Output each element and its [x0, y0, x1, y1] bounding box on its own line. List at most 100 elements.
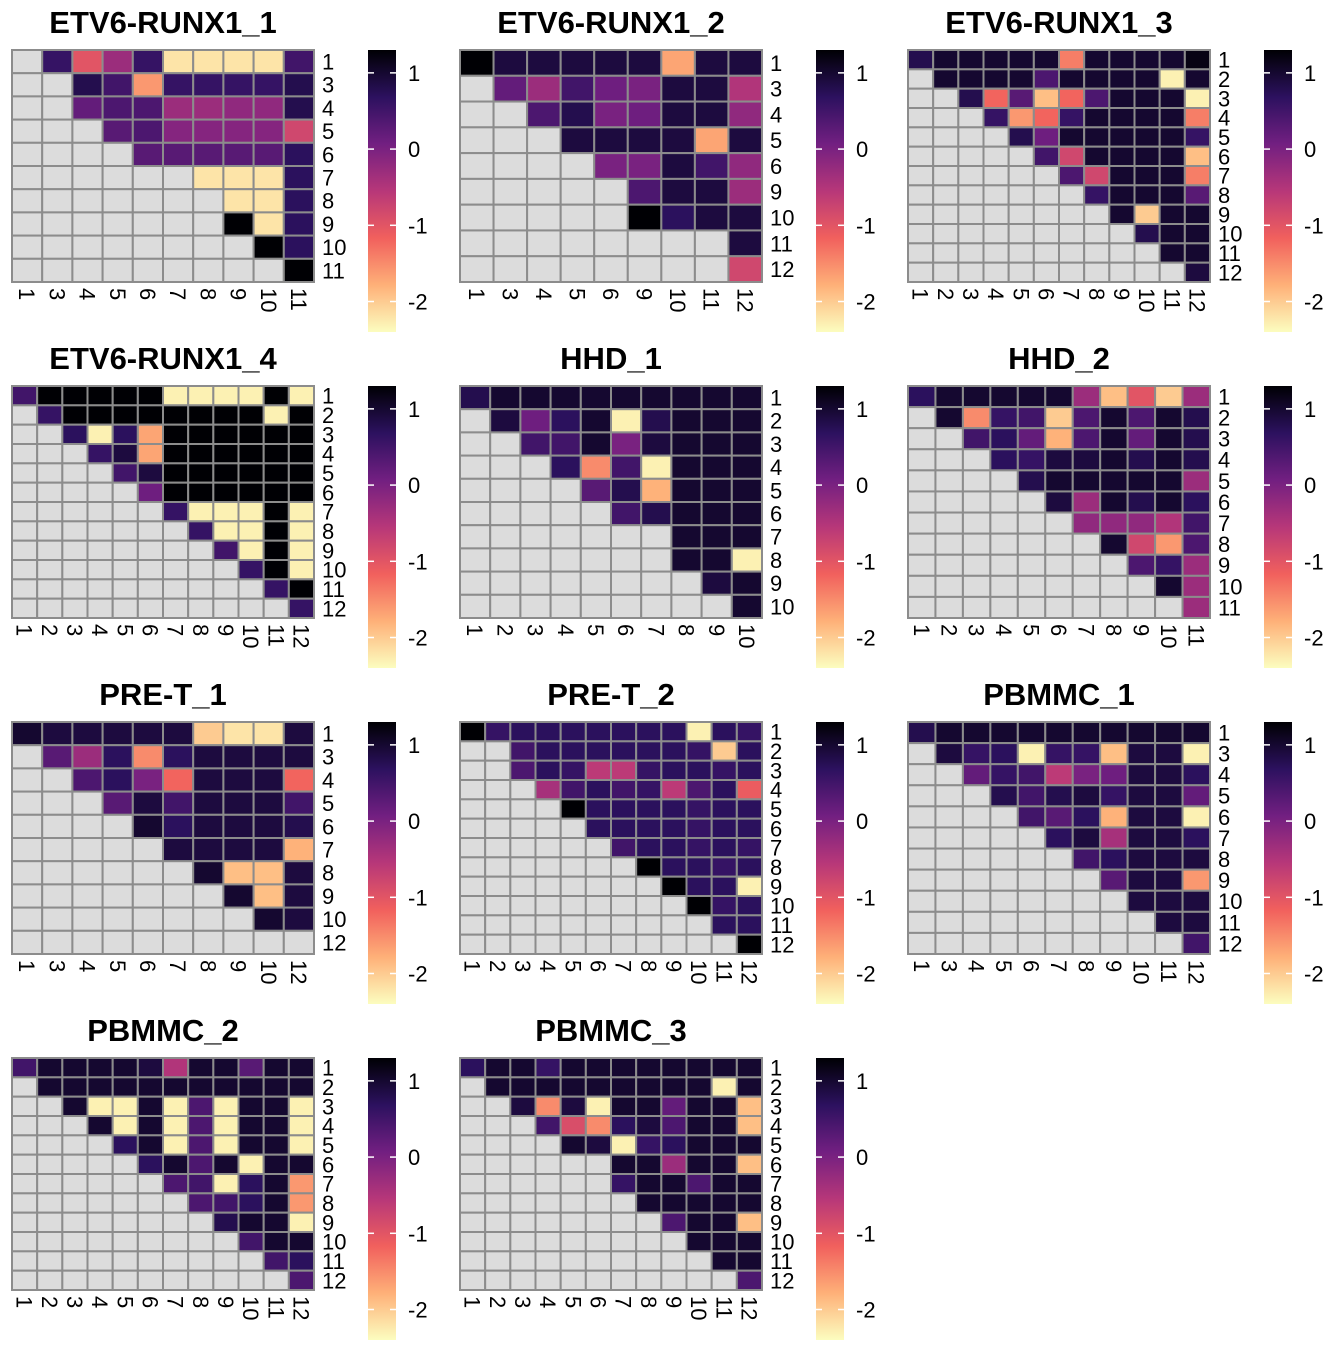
- heatmap-cell: [584, 1250, 612, 1272]
- heatmap-cell: [282, 790, 315, 816]
- heatmap-cell: [71, 257, 104, 283]
- heatmap-cell: [660, 759, 688, 782]
- heatmap-cell: [1158, 49, 1186, 71]
- heatmap-cell: [287, 559, 316, 581]
- heatmap-cell: [1154, 595, 1184, 620]
- heatmap-cell: [559, 933, 587, 956]
- heatmap-cell: [262, 1250, 290, 1272]
- heatmap-cell: [287, 423, 316, 445]
- heatmap-cell: [1007, 165, 1035, 187]
- heatmap-cell: [1133, 223, 1161, 245]
- heatmap-cell: [1154, 385, 1184, 409]
- heatmap-cell: [162, 141, 195, 168]
- heatmap-cell: [509, 1269, 537, 1291]
- heatmap-cell: [907, 532, 937, 556]
- heatmap-cell: [187, 1269, 215, 1291]
- heatmap-cell: [1181, 574, 1211, 598]
- heatmap-cell: [192, 906, 225, 932]
- heatmap-cell: [222, 744, 255, 770]
- heatmap-cell: [660, 1115, 688, 1137]
- heatmap-cell: [1099, 574, 1129, 598]
- heatmap-cell: [71, 211, 104, 237]
- heatmap-cell: [459, 593, 492, 619]
- heatmap-cell: [192, 95, 225, 121]
- heatmap-cell: [1016, 532, 1047, 556]
- heatmap-cell: [492, 100, 529, 129]
- y-tick-label: 7: [1218, 164, 1230, 189]
- heatmap-cell: [262, 520, 290, 542]
- heatmap-cell: [534, 875, 562, 898]
- heatmap-cell: [136, 1057, 164, 1079]
- x-tick-label: 10: [238, 624, 263, 648]
- x-tick-label: 8: [636, 1296, 661, 1308]
- heatmap-cell: [36, 539, 64, 562]
- y-tick-label: 7: [770, 1172, 782, 1197]
- x-tick-label: 9: [1109, 288, 1134, 300]
- heatmap-cell: [735, 1192, 763, 1214]
- heatmap-cell: [534, 1211, 562, 1233]
- heatmap-cell: [1099, 910, 1129, 934]
- heatmap-cell: [61, 1153, 89, 1175]
- heatmap-cell: [519, 385, 552, 411]
- heatmap-cell: [11, 462, 39, 484]
- heatmap-cell: [1158, 165, 1186, 187]
- heatmap-cell: [252, 211, 285, 237]
- x-tick-label: 3: [958, 288, 983, 300]
- heatmap-cell: [287, 1076, 316, 1098]
- y-tick-label: 11: [1218, 910, 1241, 935]
- heatmap-cell: [1181, 385, 1211, 409]
- heatmap-cell: [459, 875, 487, 898]
- y-tick-label: 9: [770, 571, 782, 596]
- heatmap-cell: [509, 837, 537, 859]
- heatmap-cell: [610, 1173, 638, 1195]
- heatmap-cell: [559, 856, 587, 878]
- heatmap-cell: [710, 1153, 738, 1175]
- x-tick-label: 11: [711, 960, 736, 983]
- y-tick-label: 2: [770, 409, 782, 434]
- heatmap-cell: [162, 95, 195, 121]
- y-tick-label: 12: [322, 930, 346, 955]
- heatmap-cell: [1007, 203, 1035, 226]
- y-tick-label: 5: [1218, 784, 1230, 809]
- heatmap-cell: [519, 454, 552, 480]
- heatmap-cell: [11, 721, 44, 747]
- heatmap-cell: [660, 1095, 688, 1117]
- heatmap-cell: [1181, 868, 1211, 892]
- heatmap-cell: [237, 1115, 265, 1137]
- heatmap-cell: [162, 234, 195, 260]
- heatmap-cell: [86, 1134, 114, 1156]
- heatmap-cell: [610, 570, 643, 596]
- heatmap-cell: [162, 860, 195, 886]
- heatmap-cell: [162, 790, 195, 816]
- heatmap-cell: [192, 165, 225, 191]
- heatmap-cell: [136, 501, 164, 523]
- heatmap-cell: [489, 547, 522, 573]
- heatmap-cell: [1099, 805, 1129, 829]
- heatmap-cell: [660, 856, 688, 878]
- colorbar-tick-label: -1: [408, 213, 428, 238]
- heatmap-cell: [287, 578, 316, 600]
- x-tick-label: 6: [1019, 960, 1044, 972]
- heatmap-cell: [237, 1211, 265, 1233]
- heatmap-cell: [131, 767, 165, 793]
- y-tick-label: 4: [322, 1114, 334, 1139]
- heatmap-cell: [101, 860, 134, 886]
- heatmap-cell: [727, 100, 764, 129]
- heatmap-cell: [584, 1269, 612, 1291]
- heatmap-cell: [86, 1115, 114, 1137]
- heatmap-cell: [934, 427, 964, 451]
- heatmap-cell: [559, 721, 587, 743]
- heatmap-cell: [1058, 223, 1086, 245]
- heatmap-cell: [11, 404, 39, 426]
- x-tick-label: 5: [112, 624, 137, 636]
- x-tick-label: 6: [585, 1296, 610, 1308]
- heatmap-cell: [484, 1269, 512, 1291]
- heatmap-cell: [1126, 385, 1157, 409]
- heatmap-cell: [934, 784, 964, 808]
- heatmap-cell: [693, 177, 730, 206]
- heatmap-cell: [989, 805, 1019, 829]
- heatmap-cell: [907, 721, 937, 745]
- x-tick-label: 8: [1084, 288, 1109, 300]
- heatmap-cell: [1016, 931, 1047, 956]
- heatmap-cell: [685, 1192, 713, 1214]
